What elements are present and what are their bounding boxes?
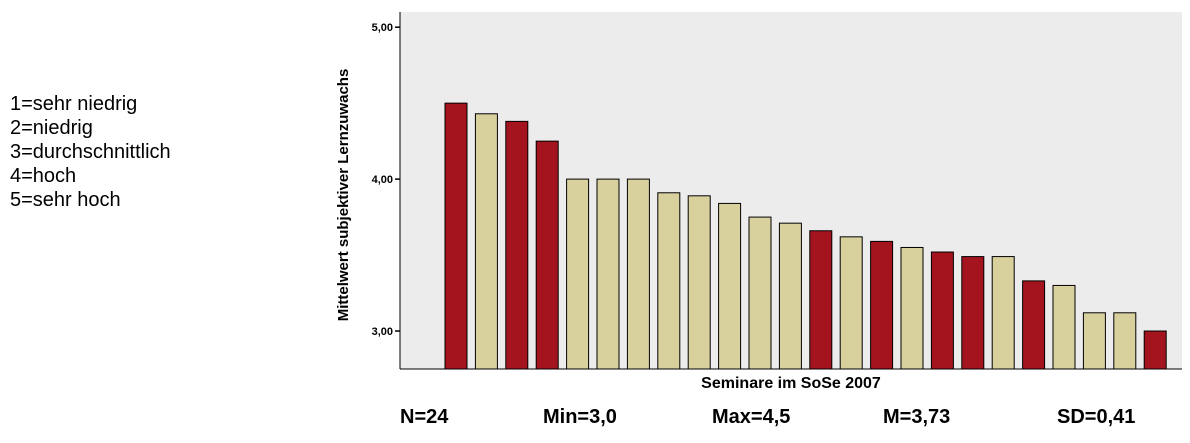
- bar: [596, 178, 620, 370]
- stat-min: Min=3,0: [543, 406, 617, 428]
- bars: [444, 102, 1167, 370]
- y-tick-label: 5,00: [372, 22, 393, 34]
- bar: [839, 236, 863, 370]
- bar: [930, 251, 954, 370]
- bar: [718, 202, 742, 370]
- y-ticks: 3,00 4,00 5,00: [372, 22, 400, 338]
- stat-mean: M=3,73: [883, 406, 951, 428]
- bar: [1113, 312, 1137, 370]
- scale-legend-line-3: 3=durchschnittlich: [10, 141, 171, 163]
- bar: [961, 256, 985, 370]
- bar: [444, 102, 468, 370]
- x-axis-title: Seminare im SoSe 2007: [701, 375, 881, 392]
- bar: [1143, 330, 1167, 370]
- y-tick-label: 3,00: [372, 326, 393, 338]
- bar: [1082, 312, 1106, 370]
- bar: [505, 120, 529, 370]
- bar: [748, 216, 772, 370]
- bar: [809, 230, 833, 370]
- stat-n: N=24: [400, 406, 449, 428]
- scale-legend-line-2: 2=niedrig: [10, 117, 93, 139]
- stat-sd: SD=0,41: [1057, 406, 1136, 428]
- bar: [535, 140, 559, 370]
- bar: [900, 246, 924, 370]
- bar: [626, 178, 650, 370]
- scale-legend: 1=sehr niedrig 2=niedrig 3=durchschnittl…: [10, 92, 270, 212]
- bar: [1052, 284, 1076, 370]
- scale-legend-line-1: 1=sehr niedrig: [10, 93, 138, 115]
- bar: [687, 195, 711, 370]
- y-tick-label: 4,00: [372, 174, 393, 186]
- bar: [991, 256, 1015, 370]
- bar: [657, 192, 681, 370]
- bar: [870, 240, 894, 370]
- bar: [474, 113, 498, 370]
- bar: [778, 222, 802, 370]
- scale-legend-line-4: 4=hoch: [10, 165, 77, 187]
- scale-legend-line-5: 5=sehr hoch: [10, 189, 121, 211]
- stat-max: Max=4,5: [712, 406, 791, 428]
- bar: [1022, 280, 1046, 370]
- y-axis-title: Mittelwert subjektiver Lernzuwachs: [335, 69, 352, 322]
- bar: [566, 178, 590, 370]
